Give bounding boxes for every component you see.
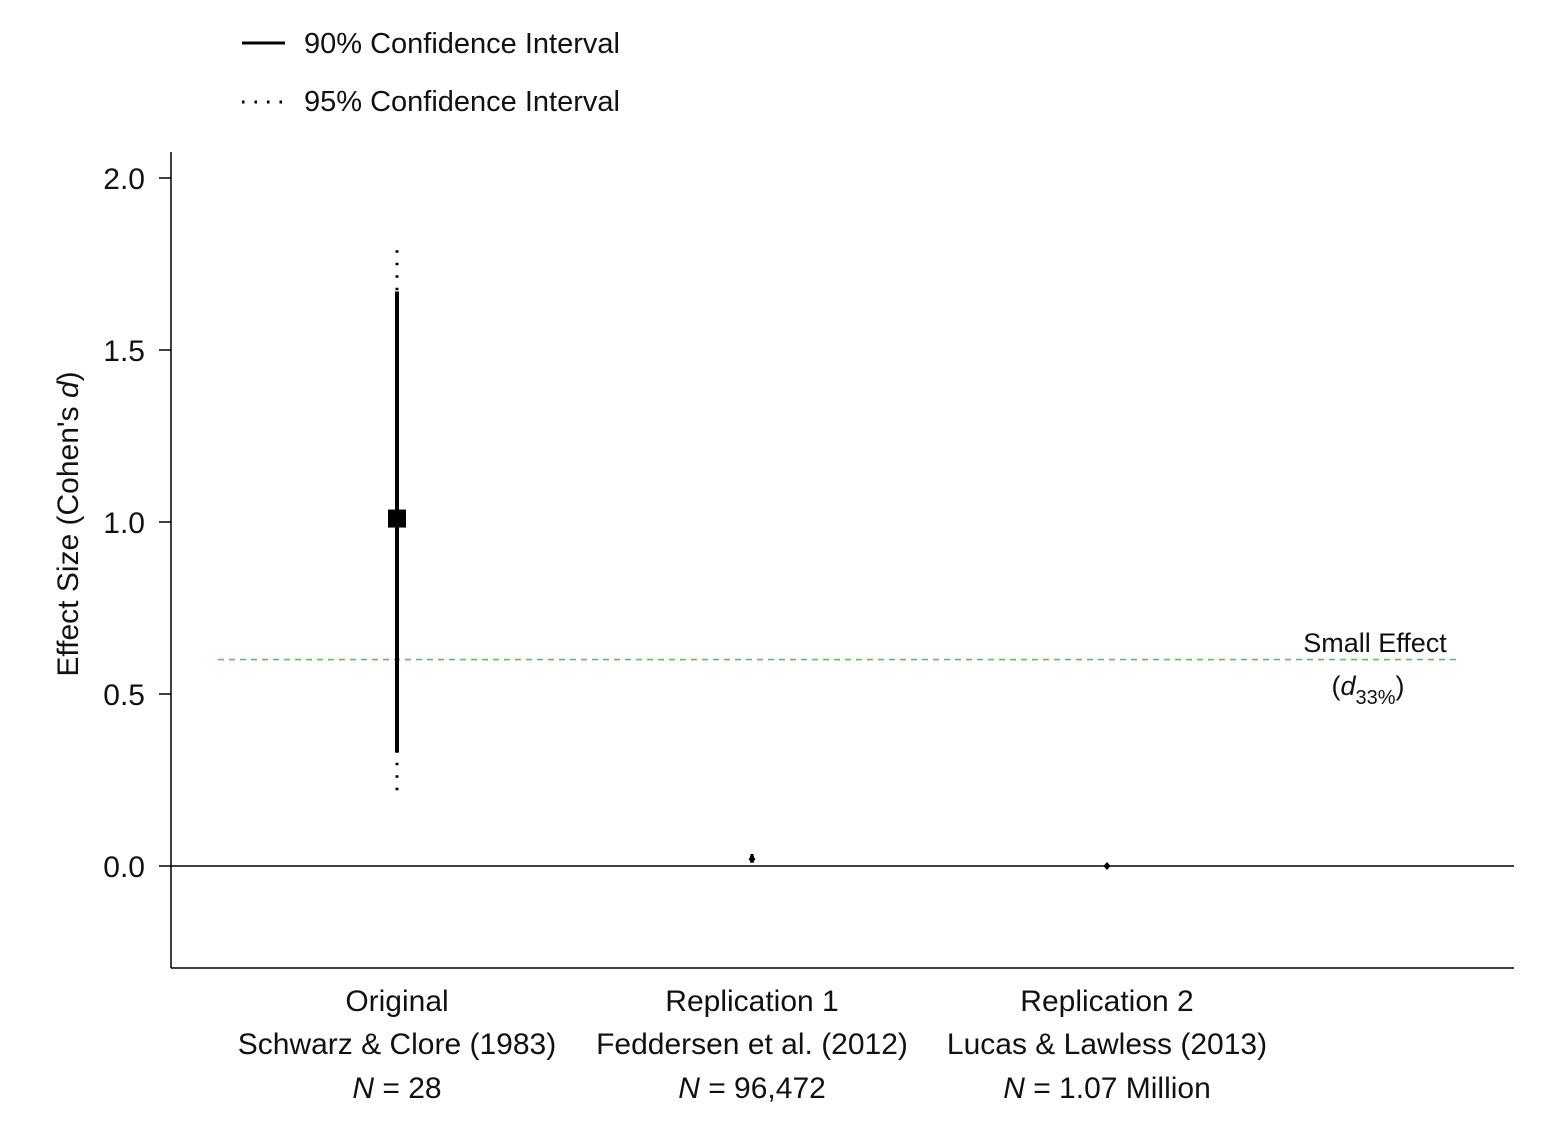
study-1-label-line1: Replication 1 (665, 985, 838, 1018)
study-2-label-line1: Replication 2 (1020, 985, 1193, 1018)
small-effect-open-paren: ( (1331, 671, 1340, 701)
study-1-n-value: = 96,472 (700, 1072, 826, 1105)
small-effect-label: Small Effect (1303, 628, 1447, 658)
small-effect-subscript: 33% (1356, 687, 1396, 709)
study-0-label-line1: Original (345, 985, 448, 1018)
study-2-estimate-marker (1103, 862, 1111, 870)
study-1-estimate-marker (748, 855, 756, 864)
y-axis-title-close: ) (52, 371, 85, 381)
study-0-label-line2: Schwarz & Clore (1983) (238, 1028, 556, 1061)
study-0-n-prefix: N (352, 1072, 374, 1105)
y-axis-title: Effect Size (Cohen's d) (52, 371, 85, 676)
study-label-replication-2: Replication 2 Lucas & Lawless (2013) N =… (947, 985, 1267, 1105)
study-marks (388, 250, 1111, 870)
y-tick-label-4: 2.0 (103, 163, 145, 196)
study-label-replication-1: Replication 1 Feddersen et al. (2012) N … (596, 985, 908, 1105)
study-2-n-value: = 1.07 Million (1025, 1072, 1211, 1105)
study-1-n-label: N = 96,472 (678, 1072, 826, 1105)
study-0-n-label: N = 28 (352, 1072, 441, 1105)
axes (170, 152, 1514, 969)
y-tick-label-3: 1.5 (103, 335, 145, 368)
y-tick-label-1: 0.5 (103, 679, 145, 712)
study-0-n-value: = 28 (374, 1072, 442, 1105)
small-effect-d: d (1340, 671, 1356, 701)
y-tick-label-2: 1.0 (103, 507, 145, 540)
legend: 90% Confidence Interval 95% Confidence I… (242, 28, 620, 118)
study-labels: Original Schwarz & Clore (1983) N = 28 R… (238, 985, 1267, 1105)
study-1-n-prefix: N (678, 1072, 700, 1105)
study-label-original: Original Schwarz & Clore (1983) N = 28 (238, 985, 556, 1105)
y-tick-label-0: 0.0 (103, 851, 145, 884)
study-1-label-line2: Feddersen et al. (2012) (596, 1028, 908, 1061)
study-2-n-prefix: N (1003, 1072, 1025, 1105)
small-effect-close-paren: ) (1396, 671, 1405, 701)
study-2-label-line2: Lucas & Lawless (2013) (947, 1028, 1267, 1061)
legend-label-90ci: 90% Confidence Interval (304, 28, 620, 60)
study-2-n-label: N = 1.07 Million (1003, 1072, 1211, 1105)
study-0-estimate-marker (388, 509, 406, 528)
y-axis-title-italic: d (52, 380, 85, 398)
small-effect-reference: Small Effect (d33%) (218, 628, 1460, 709)
y-axis-title-main: Effect Size (Cohen's (52, 398, 85, 677)
small-effect-symbol: (d33%) (1331, 671, 1404, 709)
y-ticks: 0.0 0.5 1.0 1.5 2.0 (103, 163, 171, 884)
legend-label-95ci: 95% Confidence Interval (304, 86, 620, 118)
